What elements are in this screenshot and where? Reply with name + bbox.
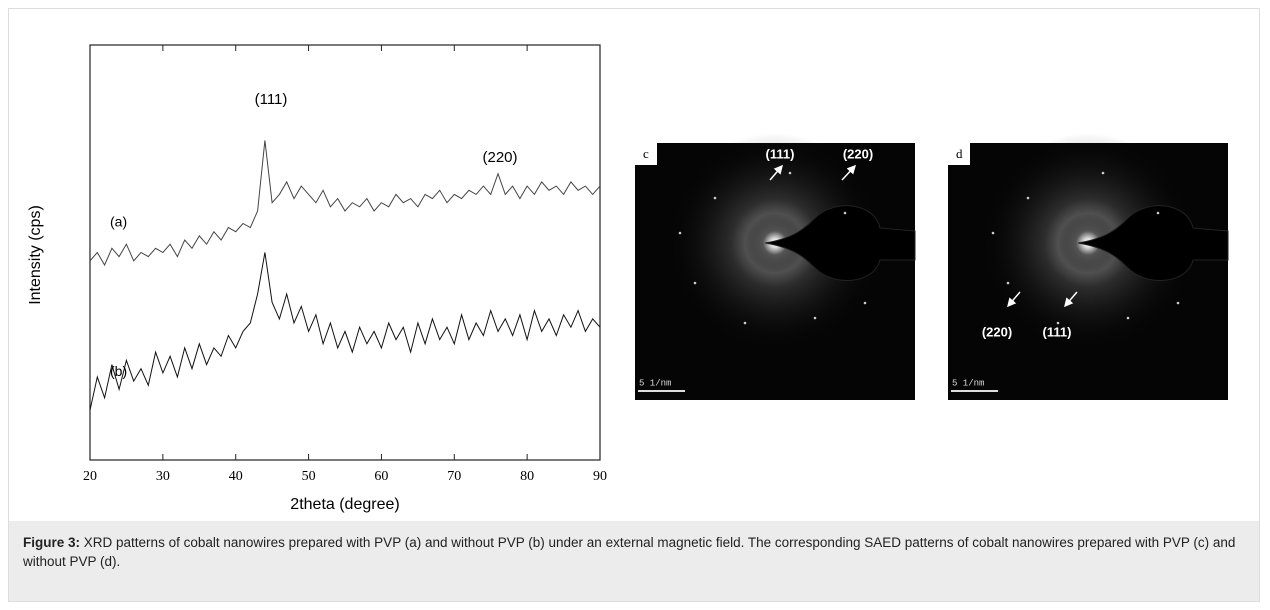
diffraction-spot — [1056, 321, 1060, 325]
diffraction-spot — [1101, 171, 1105, 175]
xrd-line — [89, 140, 601, 267]
xrd-line — [89, 252, 601, 411]
saed-panel: c (111) (220) 5 1/nm — [635, 133, 916, 400]
figure: 2theta (degree) Intensity (cps) (111) (2… — [27, 44, 1229, 513]
diffraction-spot — [1026, 196, 1030, 200]
arrow — [1007, 291, 1021, 308]
x-tick-label: 20 — [83, 469, 97, 484]
figure-frame — [8, 8, 1260, 602]
diffraction-spot — [788, 171, 792, 175]
ring-annotation: (220) — [982, 324, 1012, 339]
diffraction-spot — [678, 231, 682, 235]
series-label: (b) — [110, 363, 127, 379]
panel-label: d — [956, 146, 963, 161]
y-axis-label: Intensity (cps) — [27, 205, 44, 305]
plot-frame — [89, 44, 601, 461]
x-tick-label: 80 — [520, 469, 534, 484]
x-tick-label: 90 — [593, 469, 607, 484]
diffraction-spot — [713, 196, 717, 200]
ring-annotation: (111) — [1043, 324, 1072, 339]
peak-annotation: (111) — [255, 91, 288, 108]
diffraction-spot — [991, 231, 995, 235]
ring-annotation: (111) — [766, 146, 795, 161]
x-axis-label: 2theta (degree) — [290, 496, 399, 513]
x-tick-label: 50 — [302, 469, 316, 484]
beam-stopper — [1077, 205, 1229, 281]
diffraction-spot — [743, 321, 747, 325]
ring-annotation: (220) — [843, 146, 873, 161]
arrow — [841, 164, 857, 181]
caption-text: XRD patterns of cobalt nanowires prepare… — [23, 535, 1236, 569]
scale-bar-label: 5 1/nm — [952, 378, 984, 388]
x-tick-label: 60 — [374, 469, 388, 484]
diffraction-spot — [1126, 316, 1130, 320]
arrow — [769, 164, 783, 181]
x-tick-label: 70 — [447, 469, 461, 484]
peak-annotation: (220) — [482, 149, 517, 166]
saed-panels: c (111) (220) 5 1/nm d (220) (111) 5 1/nm — [635, 133, 1229, 400]
x-tick-label: 40 — [229, 469, 243, 484]
arrow — [1064, 291, 1078, 308]
x-tick-label: 30 — [156, 469, 170, 484]
panel-label: c — [643, 146, 649, 161]
diffraction-spot — [843, 211, 847, 215]
series-label: (a) — [110, 214, 127, 230]
diffraction-spot — [863, 301, 867, 305]
panel-label-box — [948, 143, 970, 165]
caption: Figure 3: XRD patterns of cobalt nanowir… — [9, 521, 1259, 601]
diffraction-spot — [1176, 301, 1180, 305]
diffraction-spot — [693, 281, 697, 285]
diffraction-spot — [1006, 281, 1010, 285]
scale-bar-label: 5 1/nm — [639, 378, 671, 388]
panel-label-box — [635, 143, 657, 165]
saed-panel: d (220) (111) 5 1/nm — [948, 133, 1229, 400]
caption-label: Figure 3: — [23, 535, 81, 550]
beam-stopper — [764, 205, 916, 281]
diffraction-spot — [1156, 211, 1160, 215]
diffraction-spot — [813, 316, 817, 320]
